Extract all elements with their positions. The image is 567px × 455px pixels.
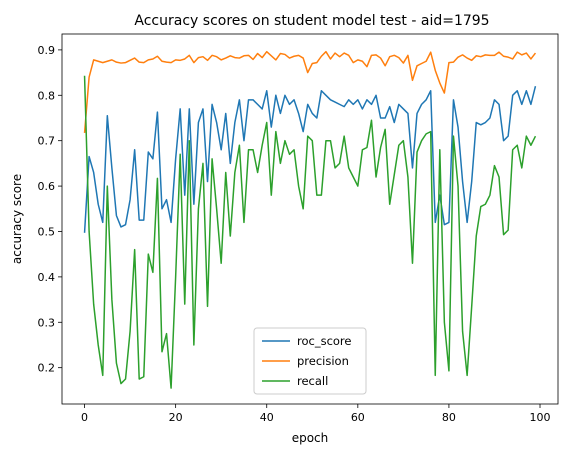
legend-label-roc_score: roc_score xyxy=(297,334,352,348)
x-axis-label: epoch xyxy=(292,431,329,445)
x-tick-label: 40 xyxy=(260,411,274,424)
legend-label-recall: recall xyxy=(297,374,328,388)
y-tick-label: 0.7 xyxy=(38,135,56,148)
y-tick-label: 0.6 xyxy=(38,180,56,193)
y-axis: 0.2 0.3 0.4 0.5 0.6 0.7 0.8 0.9 xyxy=(38,44,62,375)
y-axis-label: accuracy score xyxy=(10,174,24,264)
y-tick-label: 0.9 xyxy=(38,44,56,57)
series-line-recall xyxy=(83,75,537,389)
x-tick-label: 100 xyxy=(530,411,551,424)
x-tick-label: 60 xyxy=(351,411,365,424)
y-tick-label: 0.5 xyxy=(38,225,56,238)
y-tick-label: 0.4 xyxy=(38,271,56,284)
legend-box xyxy=(253,327,367,395)
legend: roc_score precision recall xyxy=(253,327,367,395)
y-tick-label: 0.2 xyxy=(38,362,56,375)
series-line-precision xyxy=(83,50,537,134)
legend-label-precision: precision xyxy=(297,354,349,368)
plot-frame xyxy=(61,33,559,405)
x-tick-label: 20 xyxy=(169,411,183,424)
x-tick-label: 0 xyxy=(81,411,88,424)
series-group xyxy=(83,50,537,389)
y-tick-label: 0.8 xyxy=(38,89,56,102)
chart-title: Accuracy scores on student model test - … xyxy=(134,13,489,29)
series-line-roc_score xyxy=(83,86,537,233)
x-axis: 0 20 40 60 80 100 xyxy=(81,404,551,424)
x-tick-label: 80 xyxy=(442,411,456,424)
y-tick-label: 0.3 xyxy=(38,316,56,329)
